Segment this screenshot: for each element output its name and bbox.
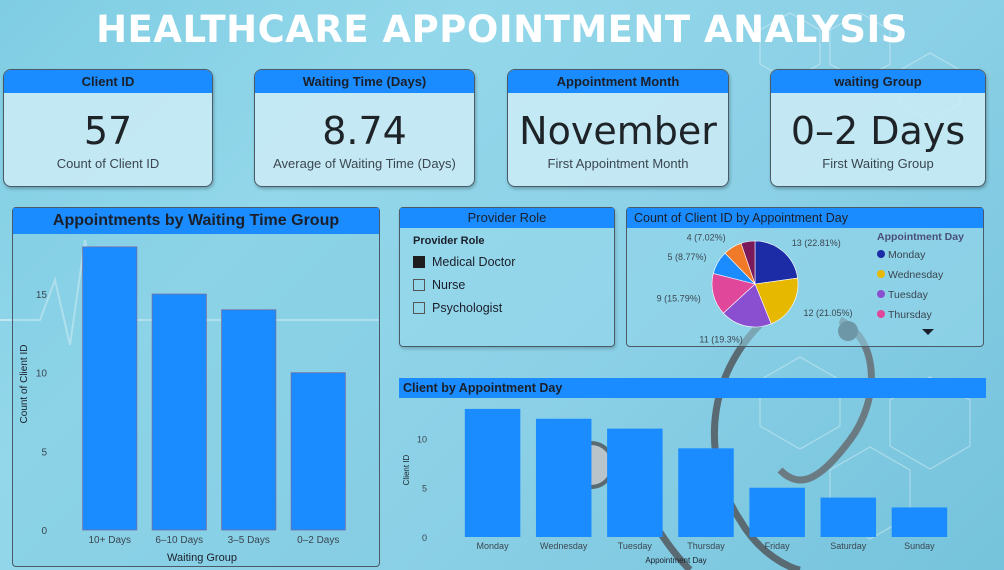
- bar[interactable]: [151, 293, 207, 531]
- bar[interactable]: [820, 497, 877, 537]
- y-tick-label: 5: [41, 447, 47, 458]
- slicer-title: Provider Role: [413, 235, 485, 247]
- client-by-day-header: Client by Appointment Day: [399, 378, 986, 398]
- kpi-card-waiting-group[interactable]: waiting Group 0–2 Days First Waiting Gro…: [770, 69, 986, 187]
- bar[interactable]: [82, 246, 138, 531]
- x-tick-label: Saturday: [830, 541, 867, 551]
- slicer-option-nurse[interactable]: Nurse: [413, 276, 614, 293]
- bar[interactable]: [607, 428, 663, 537]
- appointment-day-pie-panel[interactable]: Count of Client ID by Appointment Day 13…: [626, 207, 984, 347]
- kpi-caption: First Appointment Month: [547, 156, 689, 171]
- pie-data-label: 13 (22.81%): [792, 238, 841, 248]
- legend-marker: [877, 250, 885, 258]
- kpi-header: waiting Group: [771, 70, 985, 93]
- dashboard-title: HEALTHCARE APPOINTMENT ANALYSIS: [96, 8, 908, 51]
- x-tick-label: Wednesday: [540, 541, 588, 551]
- kpi-value: November: [519, 109, 717, 153]
- provider-role-slicer[interactable]: Provider Role Provider Role Medical Doct…: [399, 207, 615, 347]
- y-axis-label: Count of Client ID: [19, 345, 30, 424]
- pie-data-label: 11 (19.3%): [699, 335, 742, 345]
- chart-title: Client by Appointment Day: [403, 381, 563, 395]
- kpi-card-appointment-month[interactable]: Appointment Month November First Appoint…: [507, 69, 729, 187]
- legend-label: Thursday: [888, 309, 933, 321]
- y-tick-label: 5: [422, 484, 427, 494]
- legend-marker: [877, 290, 885, 298]
- waiting-group-bar-chart[interactable]: 0 5 10 15 10+ Days 6–10 Days 3–5 Days 0–2 Days W…: [13, 234, 379, 566]
- kpi-header: Client ID: [4, 70, 212, 93]
- kpi-value: 8.74: [322, 109, 407, 153]
- pie-slice[interactable]: [722, 283, 772, 328]
- slicer-option-label: Psychologist: [432, 300, 503, 315]
- kpi-header: Waiting Time (Days): [255, 70, 474, 93]
- y-tick-label: 0: [41, 526, 47, 537]
- appointment-day-pie-chart[interactable]: 13 (22.81%) 12 (21.05%) 11 (19.3%) 9 (15.79…: [627, 228, 983, 346]
- x-tick-label: 3–5 Days: [228, 535, 270, 546]
- pie-data-label: 12 (21.05%): [803, 308, 852, 318]
- bar[interactable]: [535, 418, 592, 537]
- checkbox-icon[interactable]: [413, 301, 425, 314]
- x-tick-label: 10+ Days: [88, 535, 131, 546]
- chart-title: Appointments by Waiting Time Group: [13, 208, 379, 234]
- bar[interactable]: [290, 372, 346, 531]
- slicer-option-medical-doctor[interactable]: Medical Doctor: [413, 253, 614, 270]
- x-tick-label: Sunday: [904, 541, 935, 551]
- x-axis-label: Waiting Group: [167, 552, 237, 564]
- bar[interactable]: [464, 408, 521, 537]
- legend-scroll-down-icon[interactable]: [922, 329, 934, 335]
- y-tick-label: 10: [417, 434, 427, 444]
- checkbox-icon[interactable]: [413, 278, 425, 291]
- y-tick-label: 0: [422, 533, 427, 543]
- slicer-header: Provider Role: [400, 208, 614, 228]
- bar[interactable]: [891, 507, 948, 537]
- legend-label: Wednesday: [888, 269, 944, 281]
- kpi-caption: Count of Client ID: [56, 156, 160, 171]
- pie-slice[interactable]: [754, 277, 799, 325]
- slicer-option-label: Medical Doctor: [432, 254, 516, 269]
- legend-label: Monday: [888, 249, 926, 261]
- x-tick-label: 0–2 Days: [297, 535, 339, 546]
- chart-title: Count of Client ID by Appointment Day: [627, 208, 983, 228]
- x-tick-label: Monday: [477, 541, 510, 551]
- pie-slice[interactable]: [754, 240, 798, 285]
- slicer-option-label: Nurse: [432, 277, 466, 292]
- kpi-card-client-id[interactable]: Client ID 57 Count of Client ID: [3, 69, 213, 187]
- kpi-caption: Average of Waiting Time (Days): [273, 156, 456, 171]
- x-tick-label: 6–10 Days: [155, 535, 203, 546]
- x-axis-label: Appointment Day: [645, 556, 706, 565]
- legend-title: Appointment Day: [877, 231, 964, 243]
- client-by-day-bar-chart[interactable]: 0 5 10 Monday Wednesday Tuesday Thursday Friday…: [399, 398, 986, 568]
- kpi-card-waiting-time[interactable]: Waiting Time (Days) 8.74 Average of Wait…: [254, 69, 475, 187]
- y-axis-label: Client ID: [402, 454, 411, 485]
- legend-label: Tuesday: [888, 289, 929, 301]
- kpi-value: 0–2 Days: [790, 109, 966, 153]
- kpi-caption: First Waiting Group: [822, 156, 934, 171]
- x-tick-label: Thursday: [687, 541, 725, 551]
- pie-slice[interactable]: [740, 240, 756, 285]
- y-tick-label: 15: [36, 290, 48, 301]
- kpi-header: Appointment Month: [508, 70, 728, 93]
- y-tick-label: 10: [36, 369, 48, 380]
- checkbox-checked-icon[interactable]: [413, 255, 425, 268]
- pie-data-label: 9 (15.79%): [657, 294, 701, 304]
- bar[interactable]: [678, 448, 734, 537]
- legend-marker: [877, 310, 885, 318]
- bar[interactable]: [749, 487, 805, 537]
- legend-marker: [877, 270, 885, 278]
- kpi-value: 57: [83, 109, 133, 153]
- x-tick-label: Tuesday: [618, 541, 653, 551]
- x-tick-label: Friday: [765, 541, 791, 551]
- slicer-option-psychologist[interactable]: Psychologist: [413, 299, 614, 316]
- waiting-group-chart-panel[interactable]: Appointments by Waiting Time Group 0 5 10 1…: [12, 207, 380, 567]
- pie-data-label: 5 (8.77%): [667, 252, 706, 262]
- pie-data-label: 4 (7.02%): [687, 232, 726, 242]
- bar[interactable]: [221, 309, 277, 531]
